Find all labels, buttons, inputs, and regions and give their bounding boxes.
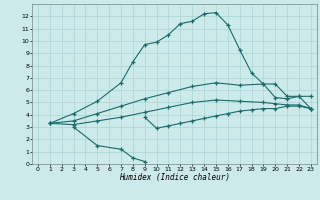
X-axis label: Humidex (Indice chaleur): Humidex (Indice chaleur)	[119, 173, 230, 182]
